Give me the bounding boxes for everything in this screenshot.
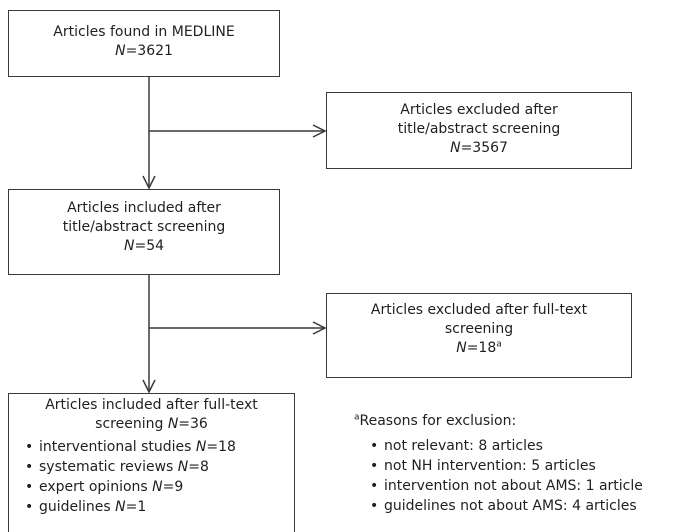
box-label-line1: Articles included after bbox=[67, 200, 221, 216]
box-articles-found-medline: Articles found in MEDLINE N=3621 bbox=[8, 10, 280, 77]
box-label-line2: title/abstract screening bbox=[397, 121, 561, 137]
box-label-line2-with-count: screening N=36 bbox=[95, 416, 208, 432]
list-item: not relevant: 8 articles bbox=[370, 436, 680, 456]
box-label: Articles found in MEDLINE bbox=[53, 24, 235, 40]
footnote-title: aReasons for exclusion: bbox=[354, 412, 517, 429]
box-label-line1: Articles included after full-text bbox=[45, 397, 258, 413]
n-symbol: N bbox=[456, 340, 467, 356]
n-value: =18 bbox=[466, 340, 497, 356]
n-value: =36 bbox=[178, 416, 208, 432]
list-item: interventional studies N=18 bbox=[25, 437, 294, 457]
box-included-full-text: Articles included after full-text screen… bbox=[8, 393, 295, 532]
box-label-line1: Articles excluded after full-text bbox=[370, 302, 588, 318]
footnote-marker: a bbox=[496, 339, 502, 350]
list-item: guidelines not about AMS: 4 articles bbox=[370, 496, 680, 516]
list-item: guidelines N=1 bbox=[25, 497, 294, 517]
box-count: N=3621 bbox=[9, 42, 279, 61]
n-symbol: N bbox=[115, 43, 126, 59]
n-symbol: N bbox=[123, 238, 135, 254]
n-value: =3567 bbox=[460, 140, 508, 156]
footnote-exclusion-reasons: aReasons for exclusion: not relevant: 8 … bbox=[354, 412, 680, 516]
box-excluded-full-text: Articles excluded after full-text screen… bbox=[326, 293, 632, 378]
footnote-marker: a bbox=[354, 412, 360, 423]
box-included-title-abstract: Articles included after title/abstract s… bbox=[8, 189, 280, 275]
box-count: N=18a bbox=[327, 339, 631, 358]
included-study-types-list: interventional studies N=18 systematic r… bbox=[9, 437, 294, 517]
list-item: expert opinions N=9 bbox=[25, 477, 294, 497]
n-value: =54 bbox=[134, 238, 165, 254]
box-label-line1: Articles excluded after bbox=[400, 102, 558, 118]
list-item: not NH intervention: 5 articles bbox=[370, 456, 680, 476]
n-symbol: N bbox=[167, 416, 179, 432]
n-symbol: N bbox=[450, 140, 461, 156]
box-count: N=3567 bbox=[327, 139, 631, 158]
box-label-line2: screening bbox=[444, 321, 514, 337]
box-count: N=54 bbox=[9, 237, 279, 256]
box-label-line2: title/abstract screening bbox=[62, 219, 226, 235]
box-excluded-title-abstract: Articles excluded after title/abstract s… bbox=[326, 92, 632, 169]
n-value: =3621 bbox=[125, 43, 173, 59]
list-item: intervention not about AMS: 1 article bbox=[370, 476, 680, 496]
list-item: systematic reviews N=8 bbox=[25, 457, 294, 477]
exclusion-reasons-list: not relevant: 8 articles not NH interven… bbox=[354, 436, 680, 516]
